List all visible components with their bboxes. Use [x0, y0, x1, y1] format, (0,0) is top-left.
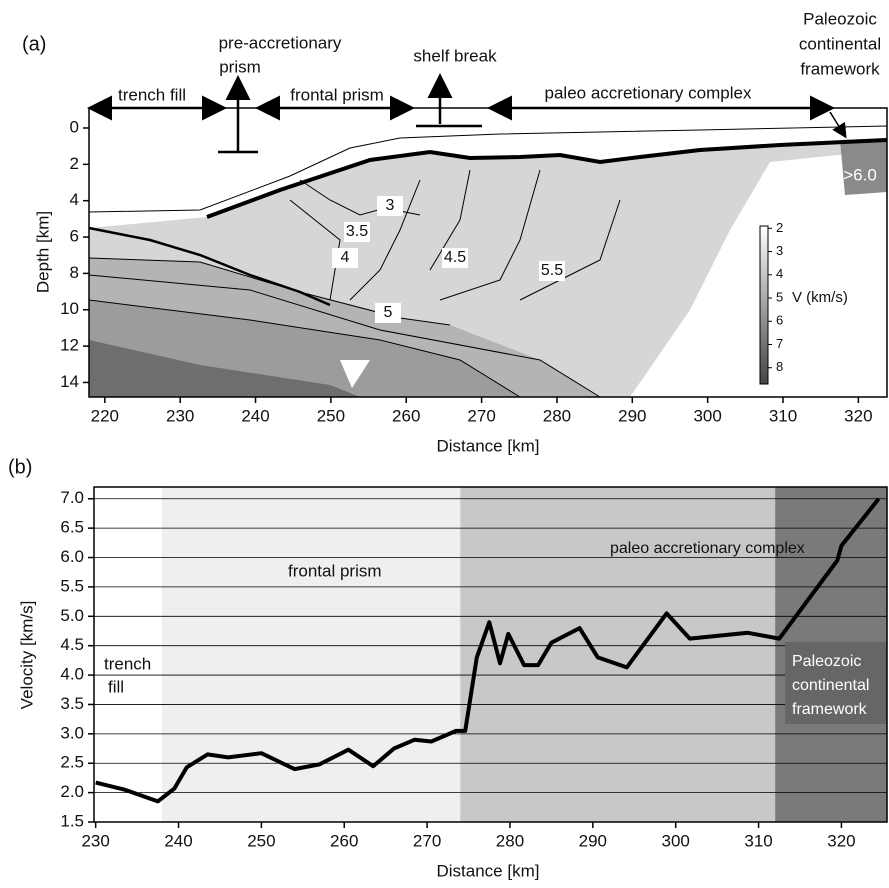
x-tick-label: 270: [467, 406, 495, 425]
panel-label: (a): [22, 33, 46, 55]
x-tick-label: 240: [241, 406, 269, 425]
colorbar-tick-label: 8: [776, 359, 783, 374]
annotation-arrows: [87, 73, 847, 154]
x-tick-label: 250: [317, 406, 345, 425]
colorbar-tick-label: 7: [776, 336, 783, 351]
y-tick-label: 4.0: [60, 665, 84, 684]
region-label: fill: [108, 677, 124, 696]
region: [161, 487, 461, 822]
y-tick-label: 7.0: [60, 488, 84, 507]
x-axis-label: Distance [km]: [437, 861, 540, 880]
x-tick-label: 240: [164, 831, 192, 850]
y-tick-label: 6.0: [60, 547, 84, 566]
colorbar-tick-label: 5: [776, 289, 783, 304]
y-tick-label: 5.5: [60, 576, 84, 595]
x-tick-label: 260: [330, 831, 358, 850]
x-tick-label: 290: [579, 831, 607, 850]
annotation: pre-accretionary: [219, 33, 342, 52]
annotation: frontal prism: [290, 85, 384, 104]
annotation: prism: [219, 57, 261, 76]
contour-label-bg: [442, 248, 468, 268]
annotation: Paleozoic: [803, 9, 877, 28]
x-axis-label: Distance [km]: [437, 436, 540, 455]
x-tick-label: 310: [769, 406, 797, 425]
contour-label-bg: [344, 222, 370, 242]
colorbar-tick-label: 4: [776, 266, 783, 281]
y-tick-label: 14: [60, 372, 79, 391]
x-tick-label: 310: [744, 831, 772, 850]
x-tick-label: 220: [91, 406, 119, 425]
y-tick-label: 6: [70, 227, 79, 246]
y-axis-label: Velocity [km/s]: [17, 601, 36, 710]
y-tick-label: 12: [60, 336, 79, 355]
y-tick-label: 1.5: [60, 811, 84, 830]
contour-label: 5: [384, 304, 393, 321]
colorbar-tick-label: 2: [776, 220, 783, 235]
annotation: paleo accretionary complex: [545, 83, 752, 102]
plot-frame: [93, 486, 888, 823]
y-tick-label: 5.0: [60, 606, 84, 625]
annotation: trench fill: [118, 85, 186, 104]
x-tick-label: 290: [618, 406, 646, 425]
region-label: framework: [792, 701, 868, 718]
y-tick-label: 2: [70, 154, 79, 173]
y-axis-label: Depth [km]: [33, 211, 52, 293]
annotation: continental: [799, 34, 881, 53]
colorbar-label: V (km/s): [792, 289, 848, 306]
y-tick-label: 4.5: [60, 635, 84, 654]
contour-label: 4: [341, 249, 350, 266]
contour-label: 4.5: [444, 249, 466, 266]
contour-label: 3.5: [346, 223, 368, 240]
x-tick-label: 230: [81, 831, 109, 850]
x-tick-label: 230: [166, 406, 194, 425]
contour-label-bg: [332, 248, 358, 268]
x-tick-label: 300: [662, 831, 690, 850]
annotation: framework: [800, 59, 880, 78]
colorbar-tick-label: 6: [776, 313, 783, 328]
y-tick-label: 10: [60, 299, 79, 318]
y-tick-label: 0: [70, 117, 79, 136]
contour-label: 5.5: [541, 262, 563, 279]
region-label: Paleozoic: [792, 653, 861, 670]
data-line: [95, 497, 881, 804]
region-label: trench: [104, 654, 151, 673]
max-label: >6.0: [843, 165, 877, 184]
x-tick-label: 320: [844, 406, 872, 425]
y-tick-label: 4: [70, 190, 79, 209]
x-tick-label: 280: [496, 831, 524, 850]
y-tick-label: 3.5: [60, 694, 84, 713]
contour-label-bg: [375, 303, 401, 323]
region-label: paleo accretionary complex: [610, 540, 805, 557]
y-tick-label: 3.0: [60, 723, 84, 742]
annotation: shelf break: [413, 46, 497, 65]
contour-label: 3: [386, 197, 395, 214]
region: [94, 487, 162, 822]
section-image: [88, 108, 888, 398]
x-tick-label: 300: [693, 406, 721, 425]
x-tick-label: 320: [827, 831, 855, 850]
colorbar: [759, 225, 769, 385]
contour-label-bg: [539, 261, 565, 281]
x-tick-label: 260: [392, 406, 420, 425]
y-tick-label: 6.5: [60, 518, 84, 537]
x-tick-label: 280: [543, 406, 571, 425]
region-label: frontal prism: [288, 561, 382, 580]
y-tick-label: 2.0: [60, 782, 84, 801]
x-tick-label: 250: [247, 831, 275, 850]
region: [460, 487, 776, 822]
region-label-bg: [785, 642, 887, 724]
region-label: continental: [792, 677, 869, 694]
y-tick-label: 2.5: [60, 753, 84, 772]
panel-label: (b): [8, 456, 32, 478]
y-tick-label: 8: [70, 263, 79, 282]
contour-label-bg: [377, 196, 403, 216]
colorbar-tick-label: 3: [776, 243, 783, 258]
x-tick-label: 270: [413, 831, 441, 850]
